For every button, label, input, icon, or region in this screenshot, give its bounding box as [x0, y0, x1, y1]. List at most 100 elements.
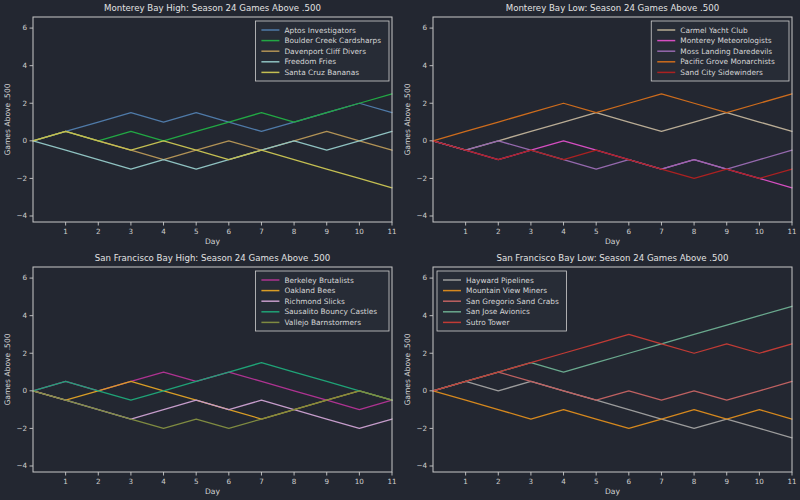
x-tick-label: 10	[755, 477, 765, 486]
legend-label: Richmond Slicks	[284, 297, 345, 306]
x-tick-label: 8	[692, 477, 697, 486]
legend: Carmel Yacht ClubMonterey Meteorologists…	[651, 21, 789, 81]
chart-monterey-bay-low: 6420−2−41234567891011Monterey Bay Low: S…	[400, 0, 800, 250]
x-tick-label: 8	[292, 227, 297, 236]
x-tick-label: 1	[63, 227, 68, 236]
legend-label: Sausalito Bouncy Castles	[284, 307, 377, 316]
x-tick-label: 5	[594, 477, 599, 486]
x-tick-label: 5	[194, 477, 199, 486]
y-axis-label: Games Above .500	[3, 333, 12, 405]
y-tick-label: 2	[22, 349, 27, 358]
y-tick-label: 0	[422, 136, 427, 145]
x-tick-label: 11	[787, 477, 796, 486]
legend-label: Pacific Grove Monarchists	[680, 57, 775, 66]
legend-label: Sand City Sidewinders	[680, 68, 763, 77]
x-tick-label: 11	[387, 227, 396, 236]
y-tick-label: −2	[416, 424, 427, 433]
x-tick-label: 3	[529, 227, 534, 236]
legend-label: San Jose Avionics	[466, 307, 530, 316]
x-tick-label: 3	[129, 477, 134, 486]
legend-label: Hayward Pipelines	[466, 276, 534, 285]
y-axis-label: Games Above .500	[403, 83, 412, 155]
x-tick-label: 9	[724, 227, 729, 236]
x-tick-label: 2	[496, 227, 501, 236]
x-axis-label: Day	[605, 487, 621, 496]
x-tick-label: 7	[259, 227, 264, 236]
y-tick-label: 6	[422, 23, 427, 32]
y-tick-label: 6	[22, 273, 27, 282]
x-tick-label: 4	[161, 477, 166, 486]
y-tick-label: 0	[22, 136, 27, 145]
legend: Berkeley BrutalistsOakland Bees Richmond …	[255, 271, 389, 331]
x-axis-label: Day	[205, 487, 221, 496]
x-tick-label: 4	[561, 477, 566, 486]
chart-panel-monterey-bay-high: 6420−2−41234567891011Monterey Bay High: …	[0, 0, 400, 250]
x-tick-label: 9	[324, 477, 329, 486]
x-tick-label: 9	[324, 227, 329, 236]
y-tick-label: 2	[422, 99, 427, 108]
legend-label: Berkeley Brutalists	[284, 276, 354, 285]
figure-games-above-500: 6420−2−41234567891011Monterey Bay High: …	[0, 0, 800, 500]
x-tick-label: 3	[529, 477, 534, 486]
x-tick-label: 1	[63, 477, 68, 486]
legend-label: Oakland Bees	[284, 286, 335, 295]
x-tick-label: 2	[96, 227, 101, 236]
x-tick-label: 5	[594, 227, 599, 236]
y-tick-label: −4	[416, 461, 427, 470]
x-tick-label: 4	[161, 227, 166, 236]
x-tick-label: 2	[496, 477, 501, 486]
y-tick-label: 4	[22, 61, 27, 70]
legend-label: Davenport Cliff Divers	[284, 47, 366, 56]
x-tick-label: 8	[692, 227, 697, 236]
legend-label: Moss Landing Daredevils	[680, 47, 772, 56]
y-tick-label: 4	[22, 311, 27, 320]
y-tick-label: −4	[416, 211, 427, 220]
x-tick-label: 6	[627, 477, 632, 486]
y-tick-label: 0	[422, 386, 427, 395]
y-tick-label: −2	[16, 424, 27, 433]
y-tick-label: −2	[416, 174, 427, 183]
y-tick-label: 2	[422, 349, 427, 358]
chart-san-francisco-bay-high: 6420−2−41234567891011San Francisco Bay H…	[0, 250, 400, 500]
chart-title: Monterey Bay High: Season 24 Games Above…	[104, 3, 321, 13]
x-tick-label: 10	[355, 477, 365, 486]
x-tick-label: 9	[724, 477, 729, 486]
chart-title: San Francisco Bay High: Season 24 Games …	[95, 253, 330, 263]
x-tick-label: 2	[96, 477, 101, 486]
y-tick-label: 2	[22, 99, 27, 108]
x-tick-label: 10	[755, 227, 765, 236]
x-axis-label: Day	[205, 237, 221, 246]
x-tick-label: 1	[463, 227, 468, 236]
x-tick-label: 1	[463, 477, 468, 486]
x-tick-label: 8	[292, 477, 297, 486]
legend-label: Santa Cruz Bananas	[284, 68, 359, 77]
y-tick-label: −2	[16, 174, 27, 183]
x-tick-label: 7	[259, 477, 264, 486]
y-tick-label: 6	[422, 273, 427, 282]
y-tick-label: 4	[422, 311, 427, 320]
chart-title: Monterey Bay Low: Season 24 Games Above …	[506, 3, 720, 13]
y-axis-label: Games Above .500	[3, 83, 12, 155]
legend-label: Monterey Meteorologists	[680, 36, 772, 45]
y-axis-label: Games Above .500	[403, 333, 412, 405]
legend: Hayward PipelinesMountain View Miners San…	[437, 271, 566, 331]
y-tick-label: 6	[22, 23, 27, 32]
x-tick-label: 10	[355, 227, 365, 236]
chart-monterey-bay-high: 6420−2−41234567891011Monterey Bay High: …	[0, 0, 400, 250]
legend-label: Aptos Investigators	[284, 26, 356, 35]
chart-panel-san-francisco-bay-high: 6420−2−41234567891011San Francisco Bay H…	[0, 250, 400, 500]
x-tick-label: 6	[627, 227, 632, 236]
chart-panel-san-francisco-bay-low: 6420−2−41234567891011San Francisco Bay L…	[400, 250, 800, 500]
chart-panel-monterey-bay-low: 6420−2−41234567891011Monterey Bay Low: S…	[400, 0, 800, 250]
x-tick-label: 7	[659, 227, 664, 236]
y-tick-label: 4	[422, 61, 427, 70]
chart-san-francisco-bay-low: 6420−2−41234567891011San Francisco Bay L…	[400, 250, 800, 500]
legend-label: Boulder Creek Cardsharps	[284, 36, 381, 45]
x-tick-label: 6	[227, 477, 232, 486]
x-tick-label: 7	[659, 477, 664, 486]
legend-label: San Gregorio Sand Crabs	[466, 297, 559, 306]
y-tick-label: −4	[16, 461, 27, 470]
legend-label: Mountain View Miners	[466, 286, 547, 295]
y-tick-label: −4	[16, 211, 27, 220]
x-axis-label: Day	[605, 237, 621, 246]
